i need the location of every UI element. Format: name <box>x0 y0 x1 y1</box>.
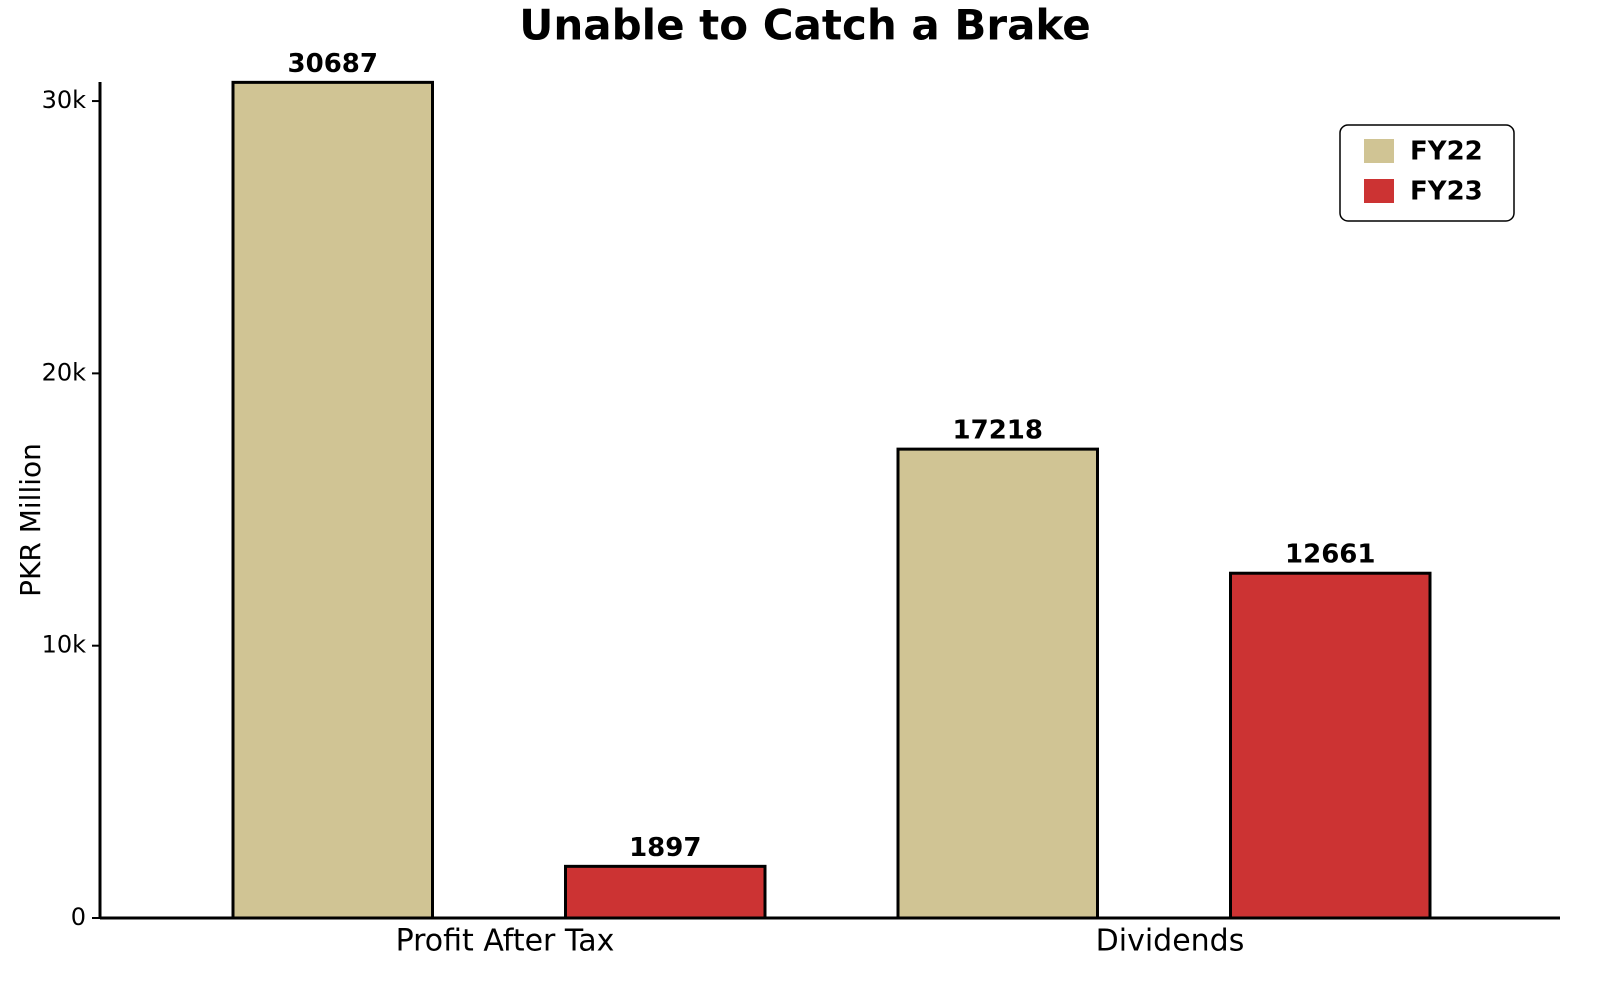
bar <box>231 80 434 920</box>
legend-swatch <box>1364 179 1394 203</box>
y-tick-label: 30k <box>42 86 87 114</box>
bar <box>564 864 767 920</box>
value-label: 1897 <box>629 833 701 863</box>
value-label: 30687 <box>288 49 378 79</box>
y-axis-label: PKR Million <box>14 443 47 597</box>
legend-label: FY23 <box>1410 177 1483 207</box>
chart-title: Unable to Catch a Brake <box>519 1 1090 50</box>
value-label: 17218 <box>953 416 1043 446</box>
y-tick-label: 10k <box>42 631 87 659</box>
bar <box>896 447 1099 920</box>
legend-label: FY22 <box>1410 137 1483 167</box>
bar <box>1229 571 1432 920</box>
x-tick-label: Dividends <box>1096 924 1245 959</box>
y-tick-label: 0 <box>71 903 86 931</box>
x-tick-label: Profit After Tax <box>396 924 615 959</box>
value-label: 12661 <box>1285 540 1375 570</box>
y-tick-label: 20k <box>42 358 87 386</box>
legend-swatch <box>1364 139 1394 163</box>
